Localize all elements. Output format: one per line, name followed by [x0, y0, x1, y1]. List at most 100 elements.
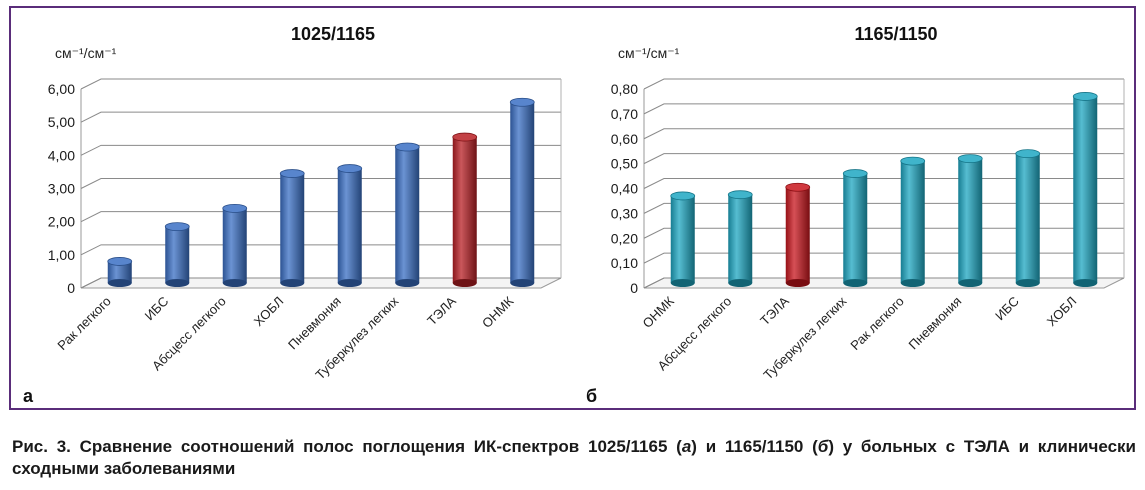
panel-letter: а [23, 386, 34, 406]
bar [452, 137, 477, 283]
chart-floor [80, 277, 562, 289]
bar [222, 208, 247, 283]
x-tick-label: Пневмония [906, 294, 965, 353]
bar-base [1073, 279, 1098, 287]
gridline [643, 153, 1124, 165]
bar-base [785, 279, 810, 287]
bar [728, 194, 753, 283]
gridline [80, 111, 561, 123]
gridline [80, 244, 561, 256]
bar [843, 173, 868, 283]
panel-letter: б [586, 386, 597, 406]
x-tick-label: ИБС [142, 294, 172, 324]
bar-top [1015, 149, 1041, 159]
bar-base [1015, 279, 1040, 287]
gridline [643, 252, 1124, 264]
x-tick-label: ОНМК [639, 293, 677, 331]
gridline [80, 78, 561, 90]
bar-top [842, 169, 868, 178]
y-tick-label: 1,00 [48, 247, 75, 263]
bar-base [510, 279, 535, 287]
x-tick-label: ХОБЛ [1044, 294, 1080, 330]
bar-base [900, 279, 925, 287]
bar [107, 261, 132, 283]
gridline [80, 211, 561, 223]
y-tick-label: 0,60 [611, 131, 638, 147]
bar [958, 158, 983, 283]
chart-title: 1165/1150 [854, 24, 937, 44]
chart-floor [643, 277, 1125, 289]
bar-top [1072, 92, 1098, 101]
caption-letter-b: б [817, 437, 829, 456]
y-tick-label: 0 [630, 280, 638, 296]
y-tick-label: 0,40 [611, 181, 638, 197]
bar-top [785, 182, 811, 192]
bar-base [843, 279, 868, 287]
bar-top [957, 154, 983, 164]
x-tick-label: ОНМК [479, 293, 517, 331]
bar-base [165, 279, 190, 287]
figure-frame: 0 1,00 2,00 3,00 4,00 5,00 6,00 1025/1165 см⁻¹/с… [9, 6, 1136, 410]
y-tick-label: 6,00 [48, 81, 75, 97]
bar-top [452, 132, 478, 142]
bar [395, 147, 420, 283]
gridline [80, 144, 561, 156]
bar-top [900, 156, 926, 166]
bar-top [222, 203, 248, 213]
x-tick-label: ТЭЛА [424, 293, 459, 328]
gridline [643, 78, 1124, 90]
gridline [643, 202, 1124, 214]
y-tick-label: 0,70 [611, 106, 638, 122]
bar-base [222, 279, 247, 287]
x-tick-label: Пневмония [285, 294, 344, 353]
bar [510, 102, 535, 283]
x-tick-label: ХОБЛ [251, 294, 287, 330]
y-tick-label: 0,30 [611, 205, 638, 221]
bar-base [728, 279, 753, 287]
caption-part-1: Рис. 3. Сравнение соотношений полос погл… [12, 437, 682, 456]
x-tick-label: ИБС [992, 294, 1022, 324]
bar [900, 161, 925, 283]
y-axis-label: см⁻¹/см⁻¹ [55, 45, 117, 61]
gridline [80, 178, 561, 189]
y-tick-label: 0,50 [611, 156, 638, 172]
bar-base [670, 279, 695, 287]
bar-base [337, 279, 362, 287]
caption-part-3: ) у больных с ТЭЛА и клинически сходными… [12, 437, 1136, 478]
figure-caption: Рис. 3. Сравнение соотношений полос погл… [12, 436, 1136, 480]
y-tick-label: 4,00 [48, 147, 75, 163]
bar-top [337, 164, 363, 173]
gridline [643, 178, 1124, 189]
bar [1073, 96, 1098, 283]
x-tick-label: ТЭЛА [757, 293, 792, 328]
bar-top [164, 222, 190, 232]
bar [785, 187, 810, 283]
y-tick-label: 3,00 [48, 181, 75, 197]
bar-top [107, 257, 133, 266]
caption-letter-a: а [681, 437, 692, 456]
bar [670, 195, 695, 283]
caption-part-2: ) и 1165/1150 ( [691, 437, 818, 456]
y-tick-label: 0,20 [611, 230, 638, 246]
x-tick-label: Рак легкого [847, 294, 906, 353]
bar-base [958, 279, 983, 287]
bar-top [670, 191, 696, 201]
gridline [643, 103, 1124, 115]
bar-base [452, 279, 477, 287]
y-tick-label: 0 [67, 280, 75, 296]
bar [280, 173, 305, 283]
bar-base [395, 279, 420, 287]
bar [1015, 153, 1040, 283]
bar-top [727, 190, 753, 200]
chart-title: 1025/1165 [291, 24, 375, 44]
y-tick-label: 2,00 [48, 214, 75, 230]
bar-top [279, 169, 305, 178]
bar-base [280, 279, 305, 287]
y-tick-label: 0,80 [611, 81, 638, 97]
bar-top [509, 97, 535, 107]
y-tick-label: 0,10 [611, 255, 638, 271]
y-tick-label: 5,00 [48, 114, 75, 130]
bar-base [107, 279, 132, 287]
bar-top [394, 142, 420, 152]
chart-panel-b: 0 0,10 0,20 0,30 0,40 0,50 0,60 0,70 0,80 1165/11… [586, 24, 1125, 406]
